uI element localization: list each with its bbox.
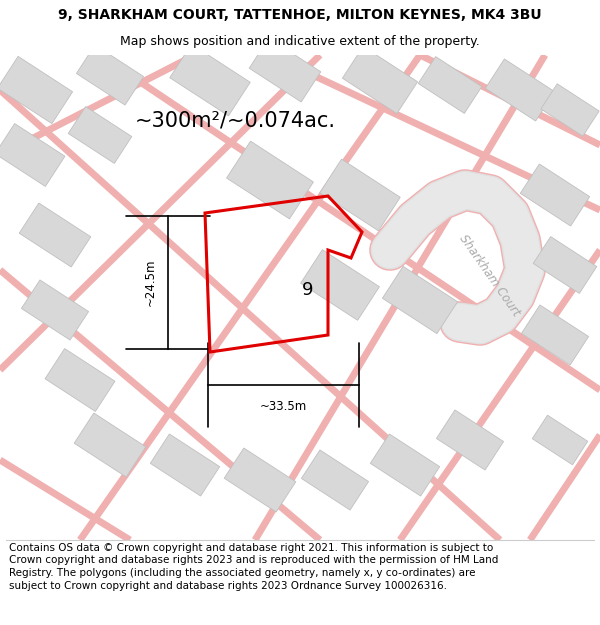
Polygon shape xyxy=(170,44,250,116)
Text: Sharkham Court: Sharkham Court xyxy=(457,232,523,318)
Polygon shape xyxy=(320,159,400,231)
Polygon shape xyxy=(227,141,313,219)
Polygon shape xyxy=(485,59,554,121)
Polygon shape xyxy=(45,349,115,411)
Polygon shape xyxy=(74,413,146,477)
Text: 9, SHARKHAM COURT, TATTENHOE, MILTON KEYNES, MK4 3BU: 9, SHARKHAM COURT, TATTENHOE, MILTON KEY… xyxy=(58,8,542,22)
Text: 9: 9 xyxy=(302,281,314,299)
Polygon shape xyxy=(249,38,321,102)
Polygon shape xyxy=(370,434,440,496)
Polygon shape xyxy=(382,266,458,334)
Polygon shape xyxy=(532,415,588,465)
Polygon shape xyxy=(418,57,482,113)
Polygon shape xyxy=(301,250,379,320)
Polygon shape xyxy=(301,450,368,510)
Text: ~300m²/~0.074ac.: ~300m²/~0.074ac. xyxy=(134,110,335,130)
Polygon shape xyxy=(22,280,89,340)
Polygon shape xyxy=(0,56,73,124)
Polygon shape xyxy=(68,107,132,163)
Text: ~33.5m: ~33.5m xyxy=(260,400,307,413)
Polygon shape xyxy=(533,237,597,293)
Text: Map shows position and indicative extent of the property.: Map shows position and indicative extent… xyxy=(120,35,480,48)
Polygon shape xyxy=(76,45,143,105)
Polygon shape xyxy=(224,448,296,512)
Polygon shape xyxy=(541,84,599,136)
Polygon shape xyxy=(151,434,220,496)
Polygon shape xyxy=(521,305,589,365)
Text: Contains OS data © Crown copyright and database right 2021. This information is : Contains OS data © Crown copyright and d… xyxy=(9,542,499,591)
Polygon shape xyxy=(19,203,91,267)
Polygon shape xyxy=(436,410,503,470)
Polygon shape xyxy=(520,164,590,226)
Polygon shape xyxy=(0,124,65,186)
Text: ~24.5m: ~24.5m xyxy=(143,259,157,306)
Polygon shape xyxy=(343,46,418,114)
